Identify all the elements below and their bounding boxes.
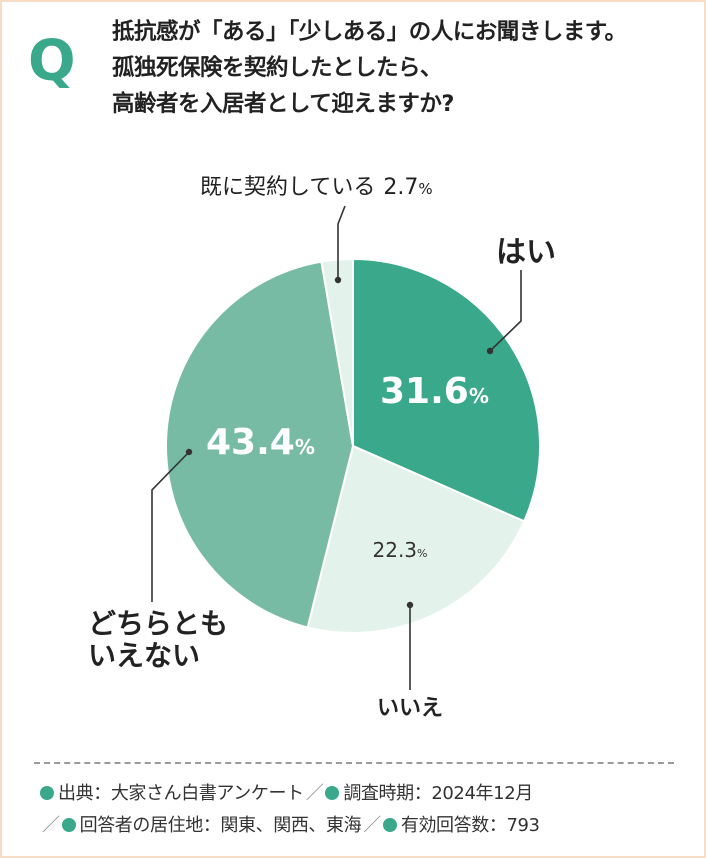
slice-unit-1: % xyxy=(417,547,427,560)
valid-responses-label: 有効回答数 xyxy=(400,815,489,836)
separator: ／ xyxy=(42,815,60,836)
slice-category-label-0: はい xyxy=(496,235,556,270)
slice-category-label-1: いいえ xyxy=(377,696,443,721)
slice-category-label-2: いえない xyxy=(88,639,200,672)
question-line-2: 孤独死保険を契約したとしたら、 xyxy=(112,55,443,81)
bullet-dot xyxy=(61,818,76,832)
slice-unit-2: % xyxy=(295,435,315,459)
slice-category-label-2: どちらとも xyxy=(88,607,228,640)
source-row-1: 出典：大家さん白書アンケート／調査時期：2024年12月 xyxy=(40,778,680,810)
question-line-3: 高齢者を入居者として迎えますか? xyxy=(112,91,454,117)
respondent-region-value: 関東、関西、東海 xyxy=(220,815,362,836)
leader-line-3 xyxy=(337,205,346,280)
bullet-dot xyxy=(382,818,397,832)
bullet-dot xyxy=(40,786,54,800)
q-mark: Q xyxy=(28,29,76,94)
pie-slice-1 xyxy=(306,445,526,634)
slice-unit-0: % xyxy=(469,384,489,408)
pie-slice-3 xyxy=(320,257,354,447)
question-line-1: 抵抗感が「ある」「少しある」の人にお聞きします。 xyxy=(112,19,627,45)
source-label: 出典 xyxy=(58,783,94,804)
leader-line-2 xyxy=(151,451,190,602)
survey-period-value: 2024年12月 xyxy=(431,783,533,804)
leader-dot-0 xyxy=(486,347,494,355)
leader-line-0 xyxy=(489,270,522,352)
slice-value-number-0: 31.6 xyxy=(380,371,469,412)
slice-value-label-3: 2.7 xyxy=(383,175,418,200)
slice-value-label-1: 22.3% xyxy=(373,538,428,562)
footer-divider xyxy=(34,762,674,764)
survey-period-label: 調査時期 xyxy=(343,783,414,804)
slice-category-label-3: 既に契約している 2.7% xyxy=(200,175,433,200)
valid-responses-value: 793 xyxy=(506,815,540,836)
colon: ： xyxy=(93,783,111,804)
leader-dot-2 xyxy=(185,448,193,456)
colon: ： xyxy=(488,815,507,836)
source-row-2: ／回答者の居住地：関東、関西、東海／有効回答数：793 xyxy=(40,810,680,842)
bullet-dot xyxy=(325,786,340,800)
colon: ： xyxy=(202,815,221,836)
leader-dot-3 xyxy=(334,276,342,284)
slice-value-label-2: 43.4% xyxy=(206,422,315,463)
source-note: 出典：大家さん白書アンケート／調査時期：2024年12月 ／回答者の居住地：関東… xyxy=(40,778,680,842)
respondent-region-label: 回答者の居住地 xyxy=(79,815,204,836)
question-text: 抵抗感が「ある」「少しある」の人にお聞きします。 孤独死保険を契約したとしたら、… xyxy=(112,14,692,122)
leader-dot-1 xyxy=(406,601,414,609)
slice-value-label-0: 31.6% xyxy=(380,371,489,412)
separator: ／ xyxy=(305,783,324,804)
slice-unit-3: % xyxy=(418,180,432,198)
slice-value-number-1: 22.3 xyxy=(373,538,418,562)
colon: ： xyxy=(413,783,432,804)
pie-slice-0 xyxy=(352,258,541,523)
slice-value-number-2: 43.4 xyxy=(206,422,295,463)
pie-slice-2 xyxy=(165,260,354,629)
separator: ／ xyxy=(363,815,381,836)
source-value: 大家さん白書アンケート xyxy=(110,783,304,804)
